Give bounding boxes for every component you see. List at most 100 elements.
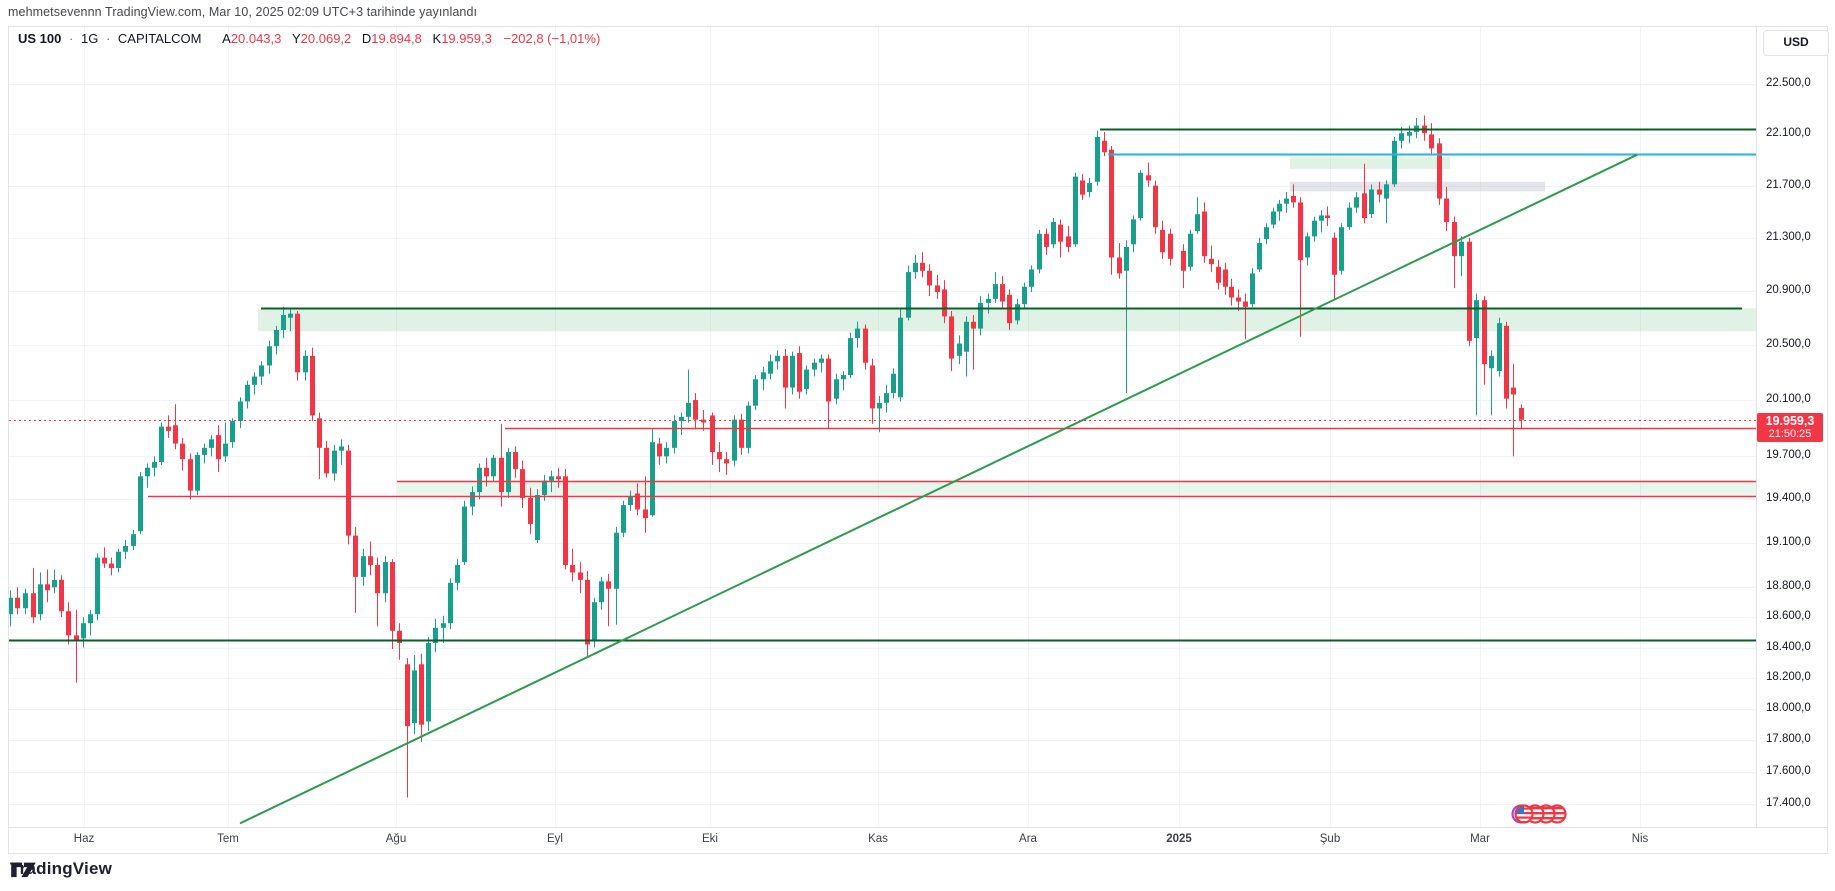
candle-down <box>1216 266 1221 283</box>
close-key: K <box>432 31 442 46</box>
candle-up <box>252 376 257 385</box>
candle-down <box>1362 193 1367 219</box>
candle-up <box>1015 304 1020 321</box>
candle-up <box>1250 273 1255 305</box>
candle-down <box>520 469 525 498</box>
candle-down <box>724 459 729 464</box>
candle-up <box>535 494 540 541</box>
candle-up <box>230 421 235 443</box>
candle-down <box>295 313 300 373</box>
time-axis-label-Şub: Şub <box>1319 833 1341 845</box>
candle-down <box>1202 211 1207 257</box>
candle-up <box>1459 241 1464 257</box>
candle-up <box>339 446 344 451</box>
candle-down <box>397 630 402 643</box>
candle-up <box>8 597 13 615</box>
candle-up <box>599 581 604 603</box>
us-events-flags-icon[interactable] <box>1510 803 1568 825</box>
candle-up <box>116 551 121 568</box>
candle-down <box>15 597 20 609</box>
candle-down <box>1452 221 1457 257</box>
candle-up <box>834 379 839 399</box>
price-tick-label: 19.100,0 <box>1766 535 1811 548</box>
candle-up <box>986 298 991 303</box>
price-tick-label: 18.800,0 <box>1766 580 1811 593</box>
candle-up <box>441 623 446 628</box>
candle-down <box>693 400 698 420</box>
candle-down <box>353 535 358 577</box>
candle-down <box>1168 233 1173 259</box>
time-axis-label-Eki: Eki <box>702 833 718 845</box>
candle-up <box>462 506 467 563</box>
candle-up <box>477 467 482 493</box>
candle-down <box>643 509 648 519</box>
candle-up <box>383 562 388 594</box>
candle-down <box>570 565 575 573</box>
candle-down <box>317 418 322 448</box>
price-tick-label: 22.100,0 <box>1766 127 1811 140</box>
candle-up <box>506 452 511 493</box>
candle-up <box>123 545 128 552</box>
bar-countdown: 21:50:25 <box>1768 428 1812 440</box>
candle-up <box>88 614 93 624</box>
candle-up <box>819 358 824 363</box>
candle-up <box>1277 203 1282 212</box>
tradingview-footer-link[interactable]: TradingView <box>10 859 112 879</box>
candle-down <box>1229 286 1234 298</box>
candle-up <box>152 462 157 468</box>
candle-down <box>180 443 185 460</box>
legend-separator: · <box>105 31 111 46</box>
candle-down <box>1429 134 1434 149</box>
candle-up <box>470 492 475 507</box>
currency-button[interactable]: USD <box>1763 30 1829 56</box>
candle-up <box>978 302 983 329</box>
price-tick-label: 18.600,0 <box>1766 610 1811 623</box>
candle-up <box>1264 227 1269 240</box>
candle-down <box>1117 257 1122 274</box>
gray-zone-21700 <box>1290 181 1545 192</box>
price-tick-label: 17.600,0 <box>1766 764 1811 777</box>
legend-separator: · <box>69 31 74 46</box>
candle-up <box>1312 220 1317 237</box>
candle-up <box>52 579 57 588</box>
ascending-trendline <box>239 153 1638 825</box>
candle-up <box>1354 197 1359 208</box>
candle-up <box>1037 233 1042 270</box>
candle-up <box>542 480 547 495</box>
price-tick-label: 19.400,0 <box>1766 492 1811 505</box>
candle-down <box>826 358 831 402</box>
candle-up <box>993 284 998 299</box>
price-tick-label: 18.400,0 <box>1766 640 1811 653</box>
candle-down <box>949 316 954 359</box>
candle-up <box>964 321 969 352</box>
price-tick-label: 20.500,0 <box>1766 337 1811 350</box>
candle-up <box>957 343 962 356</box>
candle-up <box>455 565 460 583</box>
candle-down <box>1236 297 1241 302</box>
candle-up <box>906 272 911 318</box>
candle-down <box>701 419 706 423</box>
price-tick-label: 20.100,0 <box>1766 393 1811 406</box>
candle-down <box>585 579 590 645</box>
candle-up <box>1384 184 1389 199</box>
candle-up <box>812 362 817 370</box>
candle-up <box>672 421 677 448</box>
candle-down <box>870 365 875 409</box>
candle-up <box>433 627 438 643</box>
candle-up <box>131 534 136 546</box>
time-axis-label-Haz: Haz <box>73 833 95 845</box>
candle-down <box>390 562 395 631</box>
candle-down <box>1146 175 1151 181</box>
candle-down <box>1325 215 1330 219</box>
candle-up <box>1497 323 1502 371</box>
open-key: A <box>222 31 231 46</box>
candle-up <box>259 365 264 377</box>
candle-down <box>310 355 315 416</box>
candle-down <box>942 289 947 317</box>
candle-up <box>332 450 337 474</box>
candle-up <box>1195 214 1200 232</box>
candle-down <box>1519 408 1524 420</box>
candle-down <box>1444 198 1449 222</box>
candle-up <box>884 393 889 403</box>
